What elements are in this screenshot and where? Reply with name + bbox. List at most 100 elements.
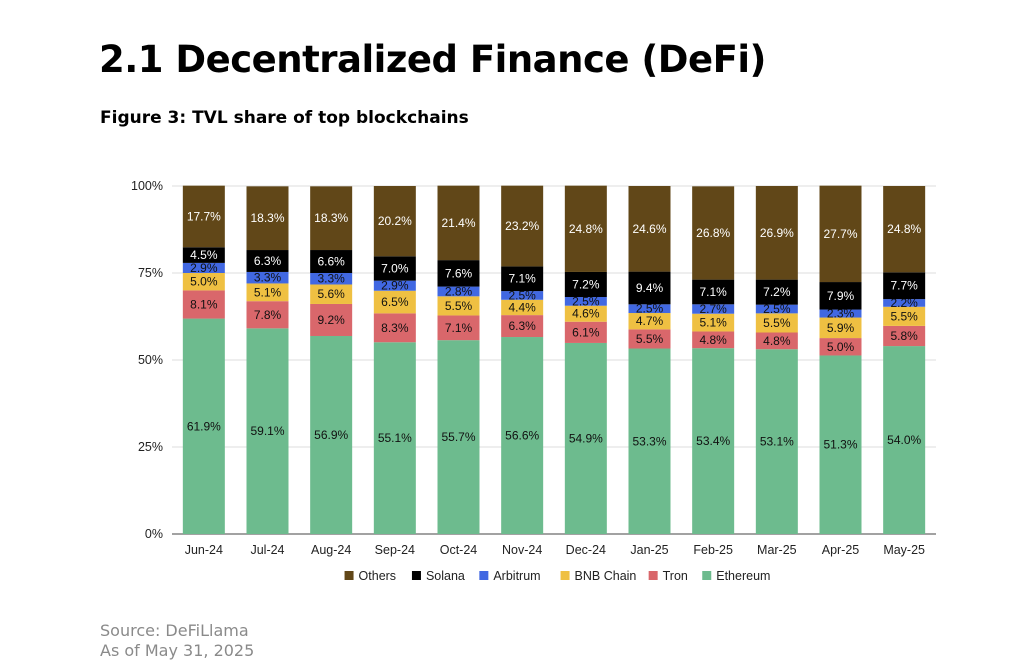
bar-segment-bnb-chain: [501, 299, 544, 316]
data-label-solana: 4.5%: [190, 248, 218, 262]
data-label-solana: 7.1%: [699, 285, 727, 299]
data-label-ethereum: 55.1%: [378, 431, 412, 445]
bar-segment-ethereum: [628, 348, 671, 534]
data-label-ethereum: 56.6%: [505, 429, 539, 443]
bar-segment-ethereum: [883, 346, 926, 534]
data-label-bnb-chain: 5.5%: [445, 299, 473, 313]
legend-swatch-tron: [648, 571, 658, 580]
data-label-solana: 7.2%: [763, 285, 791, 299]
bar-segment-others: [310, 186, 353, 251]
data-label-tron: 7.1%: [445, 321, 473, 335]
data-label-others: 20.2%: [378, 214, 412, 228]
data-label-tron: 8.1%: [190, 297, 218, 311]
data-label-ethereum: 55.7%: [441, 430, 475, 444]
legend-label-solana: Solana: [426, 569, 465, 583]
data-label-arbitrum: 2.5%: [572, 294, 600, 308]
bar-segment-bnb-chain: [819, 317, 862, 339]
bar-segment-ethereum: [819, 355, 862, 534]
bar-segment-solana: [437, 260, 480, 287]
data-label-arbitrum: 2.3%: [827, 307, 855, 321]
data-label-tron: 9.2%: [317, 313, 345, 327]
bar-segment-bnb-chain: [373, 290, 416, 314]
legend-swatch-solana: [411, 571, 421, 580]
bar-segment-others: [373, 186, 416, 257]
x-tick-label: Nov-24: [502, 543, 542, 557]
data-label-arbitrum: 2.9%: [381, 279, 409, 293]
data-label-others: 26.8%: [696, 226, 730, 240]
data-label-bnb-chain: 4.7%: [636, 314, 664, 328]
bar-segment-ethereum: [182, 318, 225, 534]
data-label-ethereum: 53.1%: [760, 435, 794, 449]
bar-segment-ethereum: [373, 342, 416, 534]
bar-segment-arbitrum: [437, 286, 480, 297]
legend-label-ethereum: Ethereum: [716, 569, 770, 583]
data-label-tron: 6.1%: [572, 325, 600, 339]
bar-segment-ethereum: [564, 342, 607, 534]
legend-label-arbitrum: Arbitrum: [493, 569, 540, 583]
data-label-bnb-chain: 4.4%: [508, 300, 536, 314]
data-label-ethereum: 61.9%: [187, 419, 221, 433]
data-label-bnb-chain: 5.1%: [699, 316, 727, 330]
bar-segment-arbitrum: [628, 304, 671, 314]
data-label-tron: 4.8%: [699, 333, 727, 347]
data-label-arbitrum: 2.5%: [508, 288, 536, 302]
legend-label-others: Others: [359, 569, 397, 583]
bar-segment-others: [819, 185, 862, 283]
x-tick-label: Feb-25: [693, 543, 733, 557]
bar-segment-arbitrum: [755, 304, 798, 314]
bar-segment-solana: [883, 272, 926, 300]
legend-swatch-arbitrum: [479, 571, 489, 580]
data-label-tron: 7.8%: [254, 308, 282, 322]
data-label-others: 18.3%: [250, 211, 284, 225]
data-label-arbitrum: 2.9%: [190, 261, 218, 275]
data-label-others: 26.9%: [760, 226, 794, 240]
bar-segment-solana: [564, 271, 607, 298]
data-label-others: 21.4%: [441, 216, 475, 230]
bar-segment-bnb-chain: [883, 306, 926, 326]
bar-segment-arbitrum: [246, 271, 289, 284]
bar-segment-others: [246, 186, 289, 251]
bar-segment-others: [692, 186, 735, 280]
data-label-tron: 5.5%: [636, 332, 664, 346]
y-tick-label: 50%: [138, 353, 163, 367]
data-label-others: 24.6%: [632, 222, 666, 236]
data-label-arbitrum: 2.2%: [890, 296, 918, 310]
legend-swatch-others: [344, 571, 354, 580]
bar-segment-bnb-chain: [437, 296, 480, 316]
data-label-bnb-chain: 5.5%: [763, 316, 791, 330]
data-label-arbitrum: 3.3%: [254, 271, 282, 285]
bar-segment-solana: [501, 266, 544, 292]
x-tick-label: Jun-24: [185, 543, 223, 557]
data-label-bnb-chain: 4.6%: [572, 307, 600, 321]
bar-segment-ethereum: [501, 337, 544, 534]
data-label-bnb-chain: 5.0%: [190, 275, 218, 289]
data-label-others: 24.8%: [569, 222, 603, 236]
data-label-solana: 9.4%: [636, 281, 664, 295]
bar-segment-arbitrum: [883, 299, 926, 307]
data-label-solana: 7.6%: [445, 266, 473, 280]
bar-segment-ethereum: [692, 348, 735, 534]
data-label-ethereum: 54.9%: [569, 431, 603, 445]
data-label-others: 27.7%: [823, 227, 857, 241]
bar-segment-others: [628, 186, 671, 272]
y-tick-label: 0%: [145, 527, 163, 541]
bar-segment-arbitrum: [692, 304, 735, 314]
bar-segment-tron: [246, 301, 289, 329]
data-label-arbitrum: 2.7%: [699, 302, 727, 316]
data-label-arbitrum: 2.5%: [636, 302, 664, 316]
data-label-arbitrum: 3.3%: [317, 272, 345, 286]
data-label-arbitrum: 2.8%: [445, 284, 473, 298]
bar-segment-others: [182, 185, 225, 248]
bar-segment-bnb-chain: [310, 284, 353, 304]
source-note: Source: DeFiLlama: [100, 621, 249, 640]
bar-segment-solana: [692, 279, 735, 305]
x-tick-label: Dec-24: [566, 543, 606, 557]
data-label-ethereum: 54.0%: [887, 433, 921, 447]
legend-swatch-ethereum: [702, 571, 712, 580]
bar-segment-tron: [437, 315, 480, 341]
bar-segment-tron: [628, 329, 671, 349]
bar-segment-arbitrum: [182, 262, 225, 273]
data-label-ethereum: 56.9%: [314, 428, 348, 442]
data-label-ethereum: 59.1%: [250, 424, 284, 438]
